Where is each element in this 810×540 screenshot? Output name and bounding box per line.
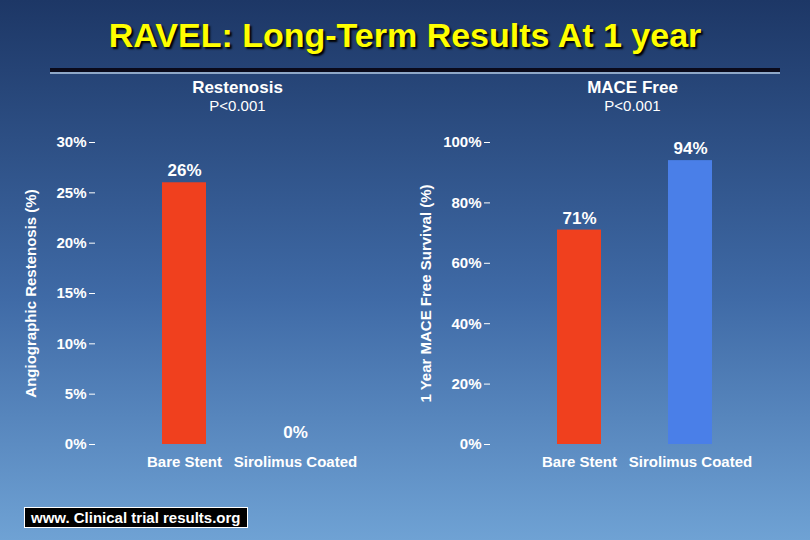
svg-text:26%: 26% (167, 161, 201, 180)
svg-text:25%: 25% (56, 184, 86, 201)
svg-text:80%: 80% (451, 194, 481, 211)
svg-text:30%: 30% (56, 133, 86, 150)
html-text:RAVEL: Long-Term Results At 1: RAVEL: Long-Term Results At 1 year (108, 16, 702, 54)
html-text:P<0.001: P<0.001 (604, 97, 661, 114)
svg-text:71%: 71% (562, 209, 596, 228)
svg-text:Sirolimus Coated: Sirolimus Coated (629, 453, 752, 470)
svg-text:Bare Stent: Bare Stent (147, 453, 222, 470)
svg-text:0%: 0% (283, 423, 308, 442)
svg-text:1 Year MACE Free Survival (%): 1 Year MACE Free Survival (%) (417, 184, 434, 402)
svg-text:Bare Stent: Bare Stent (542, 453, 617, 470)
svg-text:20%: 20% (56, 234, 86, 251)
svg-text:15%: 15% (56, 284, 86, 301)
svg-text:20%: 20% (451, 375, 481, 392)
html-text:www. Clinical trial results.or: www. Clinical trial results.org (31, 509, 241, 526)
svg-text:10%: 10% (56, 335, 86, 352)
svg-text:100%: 100% (443, 133, 481, 150)
svg-text:0%: 0% (460, 435, 482, 452)
svg-text:60%: 60% (451, 254, 481, 271)
html-text:Restenosis: Restenosis (192, 78, 283, 97)
svg-text:40%: 40% (451, 315, 481, 332)
svg-text:0%: 0% (65, 435, 87, 452)
svg-text:94%: 94% (673, 139, 707, 158)
html-text:P<0.001: P<0.001 (209, 97, 266, 114)
html-text:MACE Free: MACE Free (587, 78, 678, 97)
svg-text:5%: 5% (65, 385, 87, 402)
svg-text:Angiographic Restenosis (%): Angiographic Restenosis (%) (22, 189, 39, 397)
svg-text:Sirolimus Coated: Sirolimus Coated (234, 453, 357, 470)
